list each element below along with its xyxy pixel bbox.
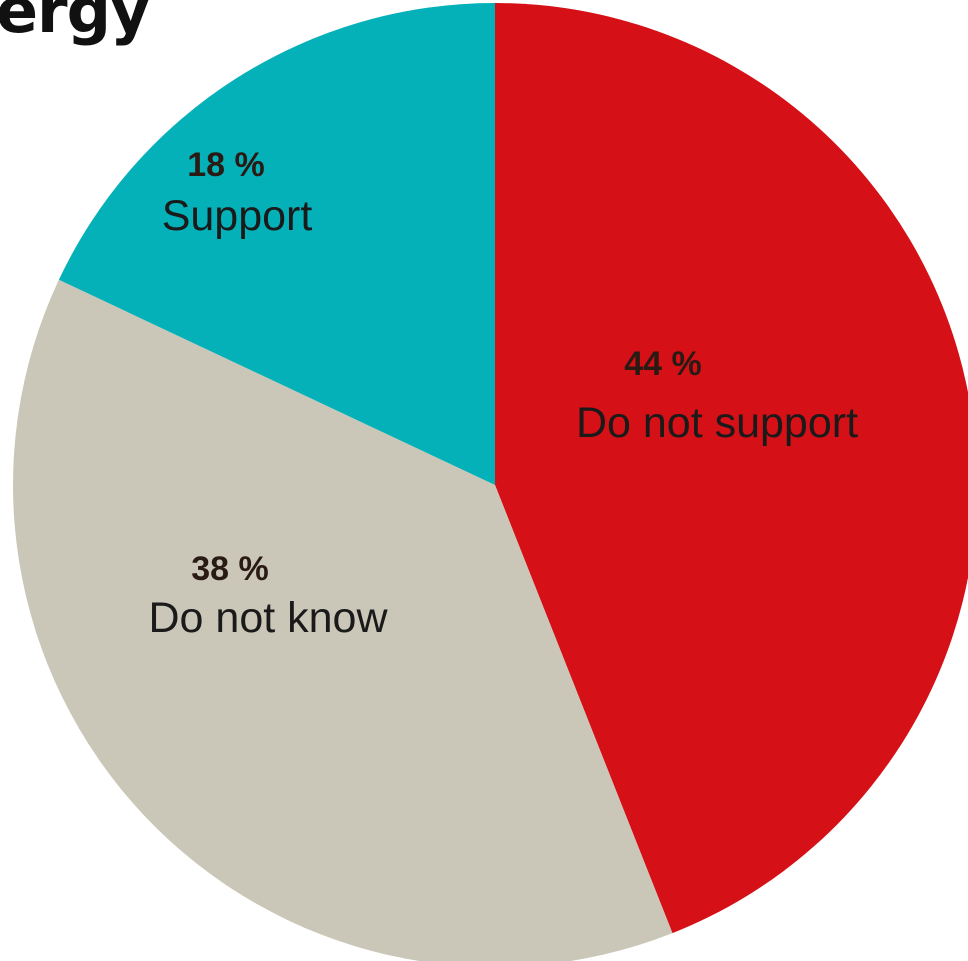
slice-label-support: Support: [162, 192, 313, 240]
pie-labels: 44 % Do not support 38 % Do not know 18 % Sup…: [148, 146, 858, 642]
pie-slice-support: [58, 3, 496, 485]
pie-slices: [13, 3, 968, 961]
slice-percent-do-not-support: 44 %: [624, 345, 702, 383]
chart-title: ergy: [0, 0, 150, 47]
slice-label-do-not-know: Do not know: [148, 594, 388, 642]
pie-slice-do-not-support: [495, 3, 968, 934]
slice-percent-do-not-know: 38 %: [191, 550, 269, 588]
slice-percent-support: 18 %: [187, 146, 265, 184]
slice-label-do-not-support: Do not support: [576, 399, 858, 447]
pie-slice-do-not-know: [13, 279, 673, 961]
